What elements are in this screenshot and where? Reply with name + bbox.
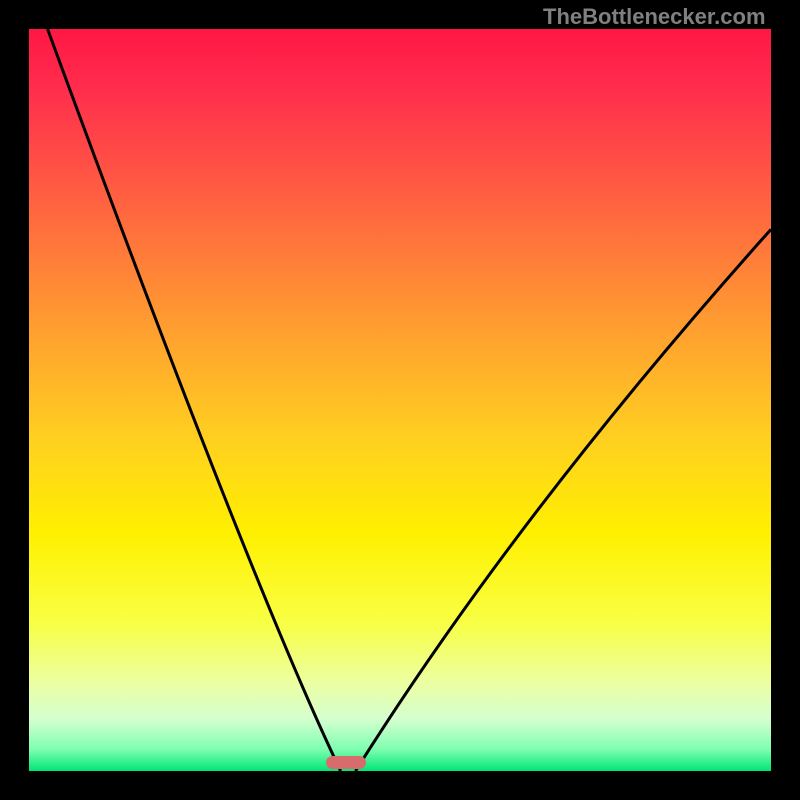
bottleneck-curves <box>29 29 771 771</box>
right-curve <box>355 229 771 771</box>
watermark-text: TheBottlenecker.com <box>543 4 766 30</box>
chart-container <box>29 29 771 771</box>
left-curve <box>48 29 341 771</box>
optimal-marker <box>326 756 366 769</box>
